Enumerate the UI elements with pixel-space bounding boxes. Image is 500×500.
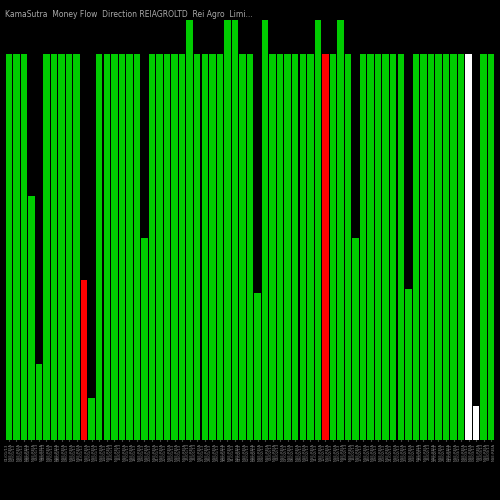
Bar [202,54,208,440]
Bar [6,54,12,440]
Bar [118,54,125,440]
Bar [368,54,374,440]
Bar [330,54,336,440]
Bar [338,20,344,440]
Bar [412,54,419,440]
Bar [216,54,223,440]
Bar [28,196,34,440]
Bar [277,54,283,440]
Bar [96,54,102,440]
Bar [74,54,80,440]
Bar [179,54,186,440]
Bar [224,20,230,440]
Bar [405,289,411,440]
Bar [480,54,487,440]
Bar [156,54,162,440]
Bar [164,54,170,440]
Bar [209,54,216,440]
Bar [142,238,148,440]
Bar [134,54,140,440]
Bar [172,54,178,440]
Bar [390,54,396,440]
Bar [44,54,50,440]
Bar [104,54,110,440]
Bar [126,54,132,440]
Bar [292,54,298,440]
Bar [352,238,358,440]
Bar [88,398,95,440]
Bar [149,54,155,440]
Bar [247,54,253,440]
Bar [13,54,20,440]
Bar [111,54,117,440]
Bar [420,54,426,440]
Bar [375,54,382,440]
Bar [398,54,404,440]
Bar [81,280,87,440]
Bar [262,20,268,440]
Bar [270,54,276,440]
Bar [66,54,72,440]
Bar [322,54,328,440]
Bar [194,54,200,440]
Bar [232,20,238,440]
Bar [360,54,366,440]
Bar [284,54,291,440]
Bar [20,54,27,440]
Bar [345,54,351,440]
Bar [300,54,306,440]
Bar [428,54,434,440]
Bar [458,54,464,440]
Bar [443,54,449,440]
Bar [36,364,42,440]
Bar [466,54,472,440]
Bar [488,54,494,440]
Bar [382,54,389,440]
Bar [186,20,193,440]
Bar [450,54,456,440]
Bar [58,54,64,440]
Bar [314,20,321,440]
Bar [254,293,260,440]
Bar [240,54,246,440]
Bar [307,54,314,440]
Text: KamaSutra  Money Flow  Direction REIAGROLTD  Rei Agro  Limi...: KamaSutra Money Flow Direction REIAGROLT… [5,10,252,19]
Bar [473,406,480,440]
Bar [436,54,442,440]
Bar [51,54,57,440]
